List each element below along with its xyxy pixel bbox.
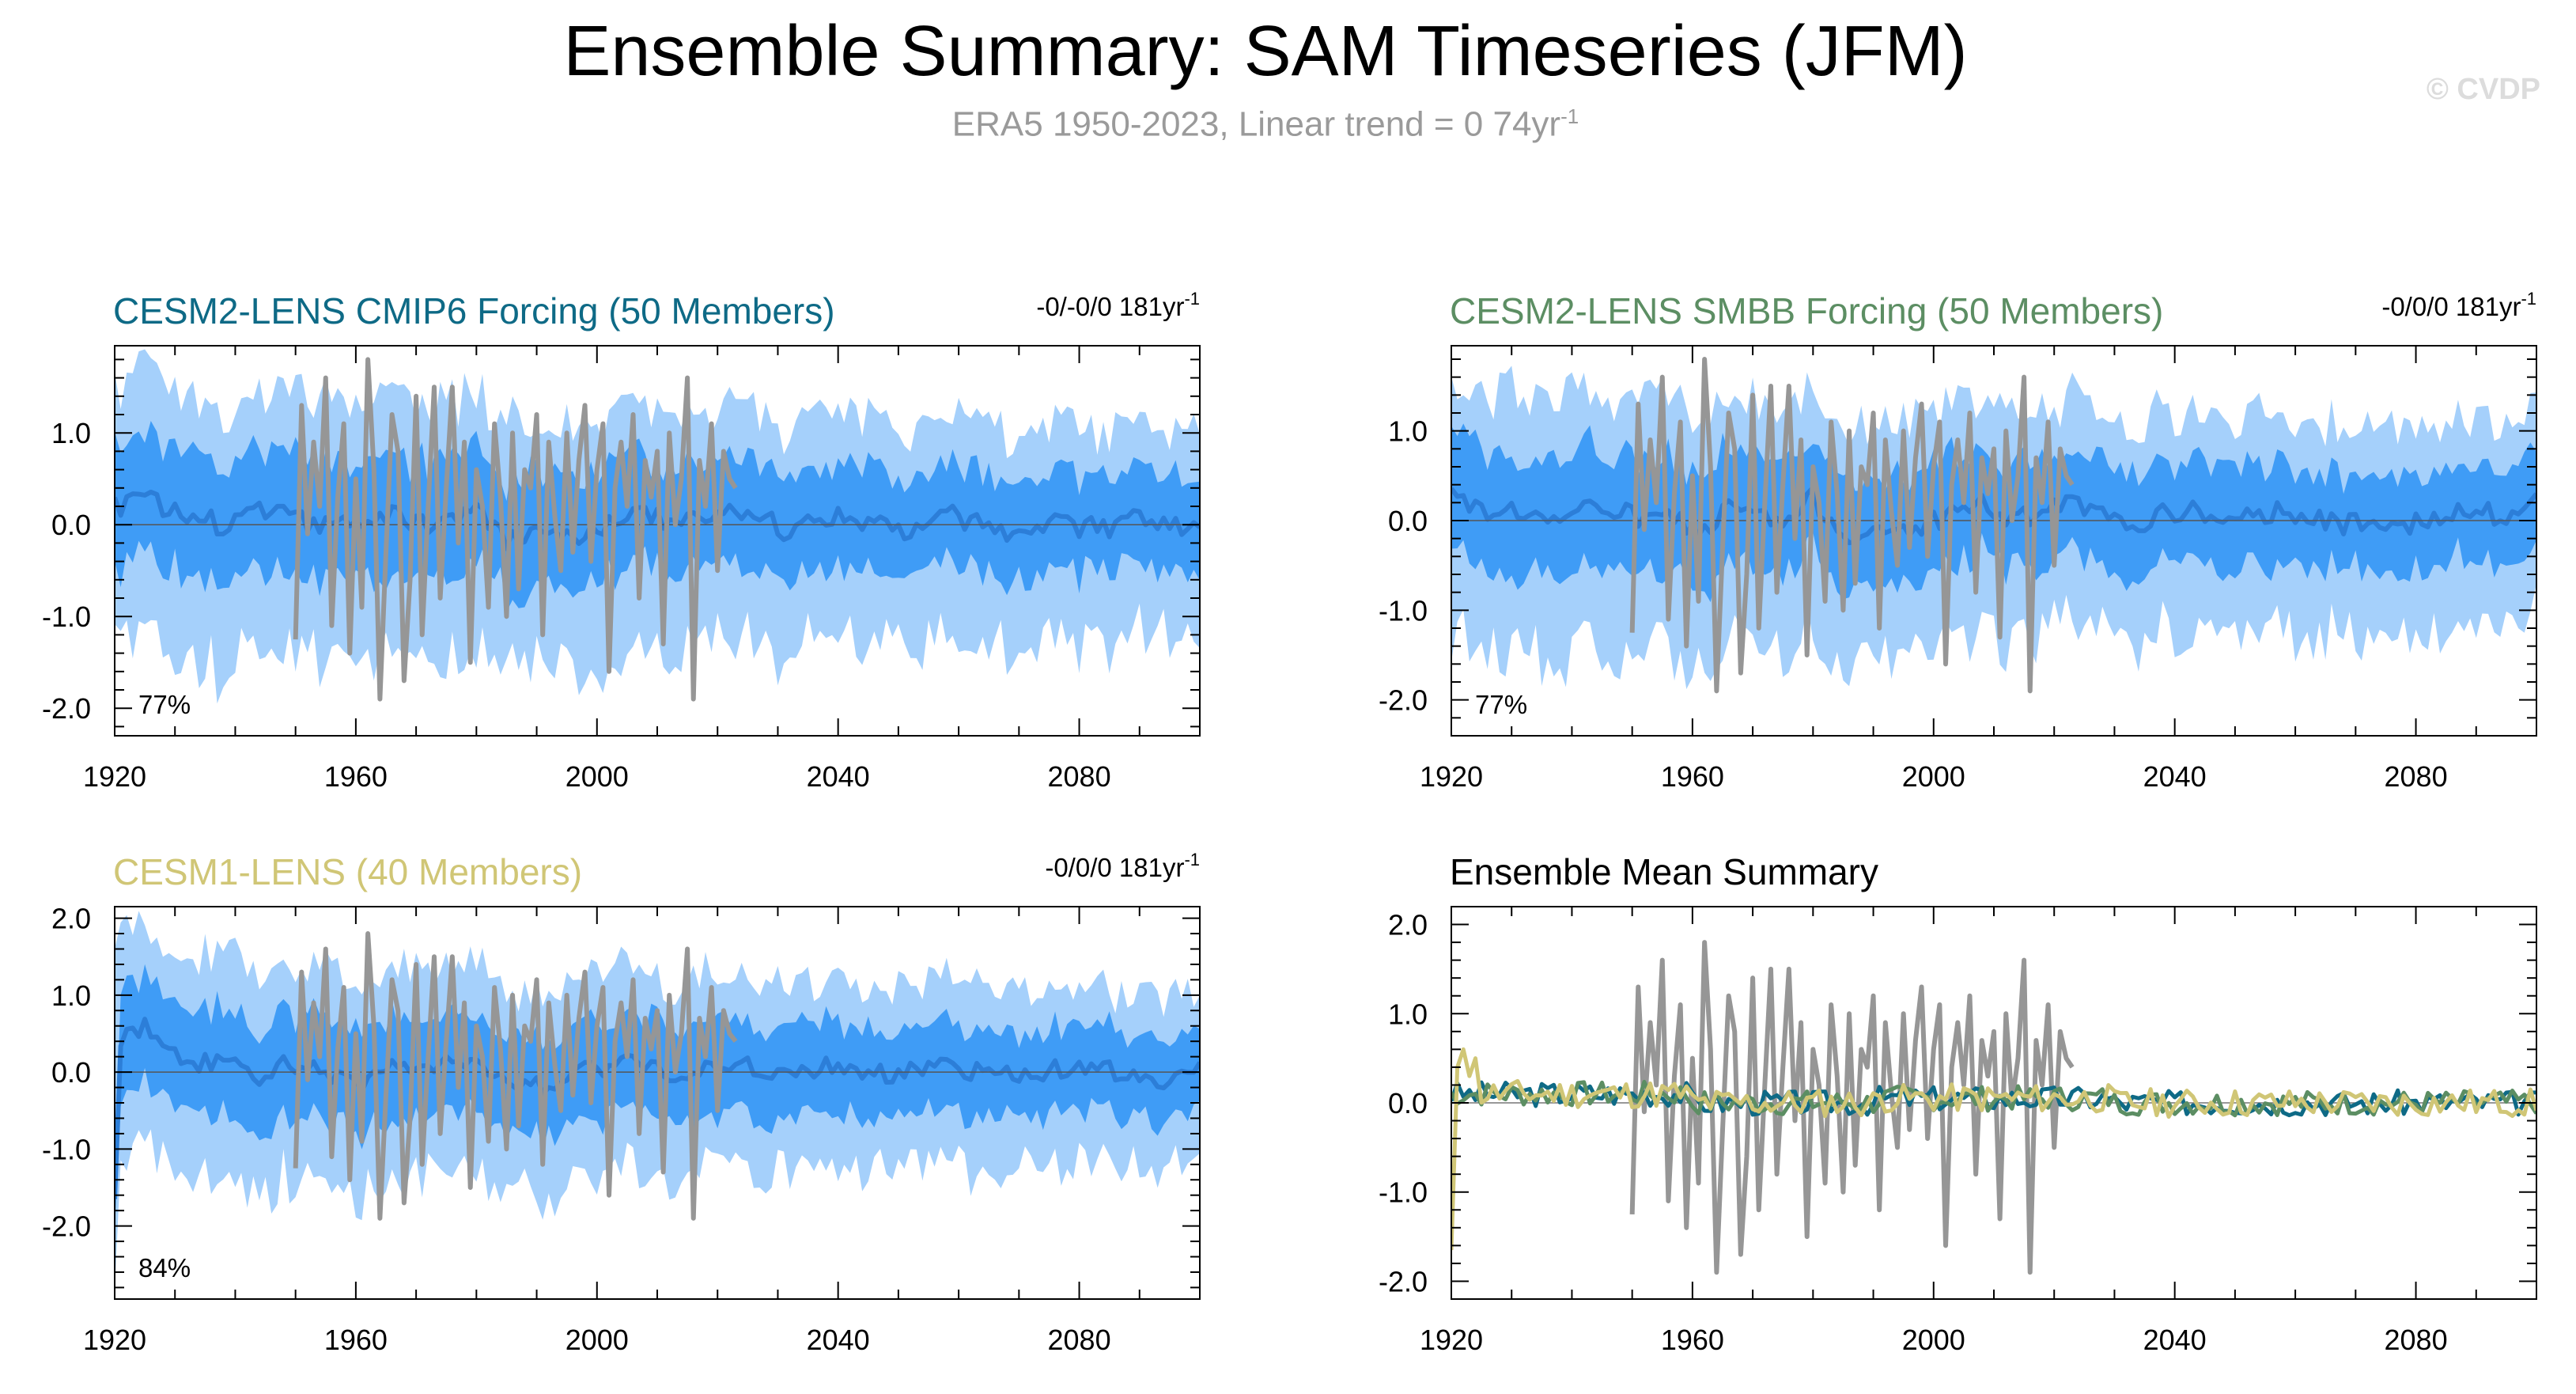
y-tick-label: -1.0 [42,600,91,633]
y-tick-label: 2.0 [51,903,91,935]
trend-text: -0/0/0 181yr [2381,292,2521,321]
y-tick-label: -2.0 [42,1210,91,1243]
x-tick-label: 2080 [1048,1324,1111,1356]
y-tick-label: 2.0 [1388,909,1428,941]
y-tick-label: 0.0 [51,509,91,541]
y-tick-label: -2.0 [1379,1265,1428,1297]
observed-era5-line [1629,940,2075,1275]
y-tick-label: -2.0 [1379,684,1428,717]
percent-label: 77% [1475,690,1527,719]
plot-area [115,911,1200,1292]
trend-label: -0/-0/0 181yr-1 [1036,289,1200,321]
trend-superscript: -1 [2521,289,2536,309]
x-tick-label: 1920 [83,760,146,793]
y-tick-label: 0.0 [51,1056,91,1089]
x-tick-label: 2040 [2143,1324,2207,1356]
plot-area [1451,940,2536,1275]
trend-superscript: -1 [1184,850,1200,869]
x-tick-label: 2040 [2143,760,2207,793]
observed-era5-line [293,931,738,1221]
percent-label: 77% [138,690,191,719]
trend-text: -0/0/0 181yr [1045,853,1184,882]
panel-title: CESM2-LENS SMBB Forcing (50 Members) [1450,290,2163,331]
trend-label: -0/0/0 181yr-1 [1045,850,1200,882]
observed-era5-line [293,357,738,702]
x-tick-label: 1960 [1661,760,1724,793]
panel-title: Ensemble Mean Summary [1450,851,1878,892]
plot-area [1451,357,2536,694]
x-tick-label: 2000 [566,1324,629,1356]
x-tick-label: 2080 [1048,760,1111,793]
y-tick-label: 1.0 [51,417,91,449]
x-tick-label: 1960 [324,1324,388,1356]
y-tick-label: -1.0 [42,1133,91,1165]
plot-area [115,349,1200,704]
ensemble-mean-cesm1-line [1451,1047,2536,1251]
y-tick-label: 1.0 [51,979,91,1012]
x-tick-label: 1960 [324,760,388,793]
y-tick-label: 1.0 [1388,415,1428,448]
ensemble-mean-cmip6-line [1451,1080,2536,1118]
figure-subtitle: ERA5 1950-2023, Linear trend = 0 74yr-1 [0,104,2531,145]
panel-3: 1920 1960 2000 2040 2080 2.0 1.0 0.0 -1.0 -2.0 CES… [42,850,1201,1356]
y-tick-label: -2.0 [42,692,91,725]
x-tick-label: 2080 [2385,1324,2448,1356]
panel-title: CESM2-LENS CMIP6 Forcing (50 Members) [113,290,835,331]
x-tick-label: 2000 [1902,1324,1965,1356]
panel-1: 1920 1960 2000 2040 2080 1.0 0.0 -1.0 -2.0 CESM2-… [42,289,1201,793]
panel-4: 1920 1960 2000 2040 2080 2.0 1.0 0.0 -1.0 -2.0 Ens… [1379,851,2537,1356]
x-tick-label: 2000 [1902,760,1965,793]
x-tick-label: 2000 [566,760,629,793]
subtitle-superscript: -1 [1560,104,1579,128]
panel-2: 1920 1960 2000 2040 2080 1.0 0.0 -1.0 -2.0 CESM2-… [1379,289,2537,793]
trend-superscript: -1 [1184,289,1200,309]
y-tick-label: 0.0 [1388,1087,1428,1119]
x-tick-label: 1960 [1661,1324,1724,1356]
percent-label: 84% [138,1253,191,1282]
x-tick-label: 1920 [83,1324,146,1356]
y-tick-label: 0.0 [1388,505,1428,537]
trend-label: -0/0/0 181yr-1 [2381,289,2536,321]
inner-spread-band [115,964,1200,1230]
y-tick-label: -1.0 [1379,594,1428,627]
x-tick-label: 1920 [1420,1324,1483,1356]
subtitle-text: ERA5 1950-2023, Linear trend = 0 74yr [951,104,1561,144]
cvdp-watermark: © CVDP [2426,73,2540,106]
y-tick-label: 1.0 [1388,998,1428,1030]
panel-title: CESM1-LENS (40 Members) [113,851,582,892]
figure-title: Ensemble Summary: SAM Timeseries (JFM) [563,12,1968,91]
x-tick-label: 2040 [807,760,870,793]
trend-text: -0/-0/0 181yr [1036,292,1184,321]
y-tick-label: -1.0 [1379,1176,1428,1209]
x-tick-label: 1920 [1420,760,1483,793]
x-tick-label: 2040 [807,1324,870,1356]
observed-era5-line [1629,357,2075,694]
x-tick-label: 2080 [2385,760,2448,793]
